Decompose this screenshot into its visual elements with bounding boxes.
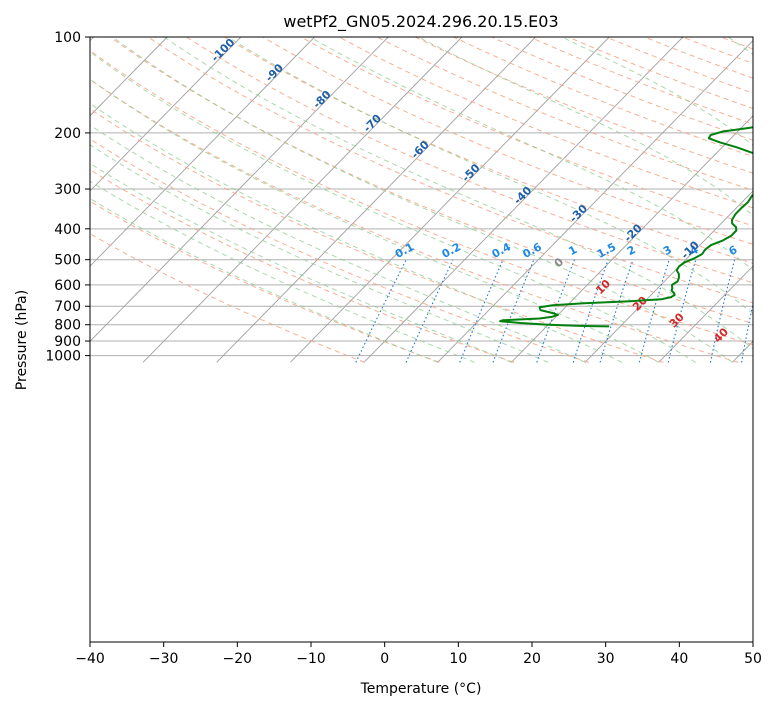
isotherm-line (363, 37, 684, 363)
dry-adiabat-line (376, 37, 753, 191)
dry-adiabat-line (759, 37, 775, 362)
y-axis-label: Pressure (hPa) (14, 290, 30, 390)
mixing-ratio-line (741, 301, 753, 363)
moist-adiabat-line (90, 102, 623, 363)
mixing-ratio-line (667, 259, 697, 363)
mixing-ratio-line (599, 259, 634, 363)
y-tick-label: 1000 (45, 349, 81, 365)
x-tick-label: 50 (744, 651, 762, 667)
x-axis: −40 −30 −20 −10 0 10 20 30 40 50 (75, 642, 762, 667)
dry-adiabat-line (262, 37, 753, 245)
x-tick-label: −20 (223, 651, 253, 667)
dry-adiabat-line (90, 49, 753, 346)
y-tick-label: 900 (54, 334, 81, 350)
y-tick-label: 200 (54, 126, 81, 142)
dry-adiabat-line (338, 37, 753, 209)
x-tick-label: 30 (597, 651, 615, 667)
isotherm-line (658, 265, 753, 363)
y-tick-label: 600 (54, 278, 81, 294)
mixing-ratio-line (638, 259, 670, 363)
mixing-ratio-line (766, 260, 775, 363)
x-tick-label: 10 (449, 651, 467, 667)
moist-adiabat-line (163, 37, 753, 350)
isotherm-line (290, 37, 610, 363)
moist-adiabat-line (90, 162, 512, 363)
temperature-line (754, 37, 775, 326)
background-lines (90, 37, 775, 363)
isotherm-line (90, 37, 242, 192)
dry-adiabat-line (90, 108, 664, 363)
y-tick-label: 400 (54, 222, 81, 238)
mixing-ratio-line (572, 259, 609, 363)
dry-adiabat-line (147, 37, 753, 304)
moist-adiabat-line (90, 78, 659, 363)
plot-background (90, 37, 753, 642)
dry-adiabat-line (90, 78, 739, 363)
y-tick-label: 100 (54, 30, 81, 46)
y-tick-label: 800 (54, 318, 81, 334)
plot-frame (89, 36, 754, 643)
dry-adiabat-line (90, 169, 515, 363)
isotherm-line (437, 39, 753, 363)
mixing-ratio-line (355, 259, 407, 363)
x-tick-label: 40 (670, 651, 688, 667)
isotherm-line (584, 190, 753, 363)
y-tick-label: 700 (54, 299, 81, 315)
y-tick-label: 500 (54, 253, 81, 269)
chart-title: wetPf2_GN05.2024.296.20.15.E03 (283, 12, 558, 32)
dry-adiabat-line (186, 37, 753, 284)
x-tick-label: −40 (75, 651, 105, 667)
x-tick-label: 20 (523, 651, 541, 667)
dry-adiabat-line (90, 200, 440, 363)
isotherm-line (511, 115, 753, 363)
profile-lines (499, 37, 775, 328)
x-tick-label: −10 (296, 651, 326, 667)
mixing-ratio-line (709, 259, 736, 363)
isotherm-line (216, 37, 536, 363)
mixing-ratio-line (536, 259, 576, 363)
isotherm-line (90, 37, 168, 117)
isotherm-line (90, 37, 315, 267)
moist-adiabat-line (112, 37, 733, 363)
moist-adiabat-line (227, 37, 753, 315)
x-tick-label: 0 (380, 651, 389, 667)
x-tick-label: −30 (149, 651, 179, 667)
isotherm-line (90, 37, 389, 342)
dry-adiabat-line (90, 233, 365, 363)
moist-adiabat-line (90, 144, 549, 363)
moist-adiabat-line (90, 124, 586, 363)
y-tick-label: 300 (54, 182, 81, 198)
dewpoint-line (499, 126, 753, 328)
mixing-ratio-label: 8 (755, 243, 768, 258)
mixing-ratio-line (459, 259, 504, 363)
isotherm-line (142, 37, 463, 363)
x-axis-label: Temperature (°C) (360, 681, 482, 697)
